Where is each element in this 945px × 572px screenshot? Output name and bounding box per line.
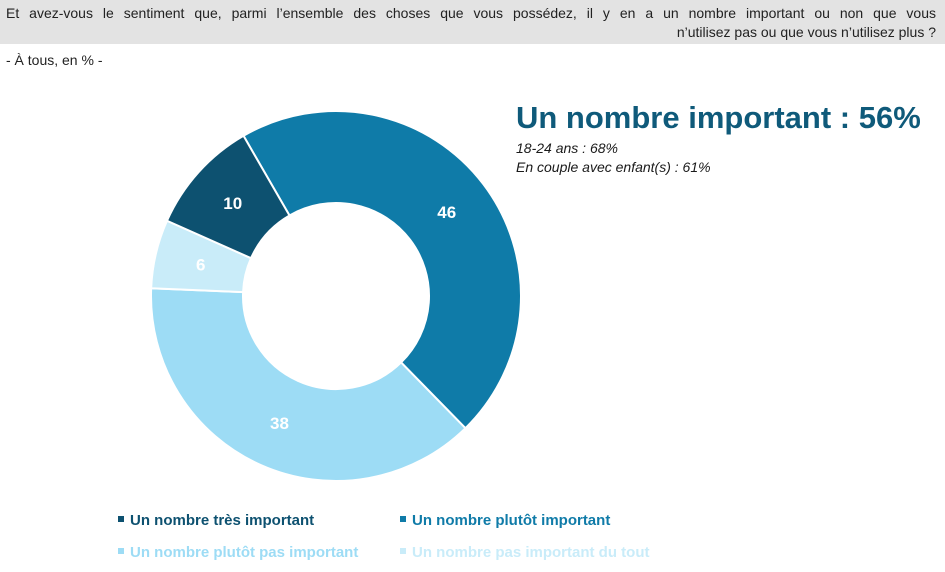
legend-marker (400, 516, 406, 523)
legend-item-plutot-important: Un nombre plutôt important (400, 512, 610, 529)
detail-couple: En couple avec enfant(s) : 61% (516, 159, 711, 175)
legend-label: Un nombre très important (130, 512, 315, 529)
donut-slice-3 (165, 134, 291, 260)
legend-label: Un nombre plutôt important (412, 512, 611, 529)
slice-label-2: 6 (196, 255, 205, 274)
donut-slice-0 (242, 110, 522, 430)
question-line-1: Et avez-vous le sentiment que, parmi l’e… (6, 5, 936, 21)
headline: Un nombre important : 56% (516, 100, 921, 135)
slice-label-1: 38 (270, 414, 289, 433)
donut-slice-1 (150, 287, 467, 482)
legend-label: Un nombre pas important du tout (412, 544, 650, 561)
legend-marker (118, 548, 124, 555)
question-banner (0, 0, 945, 44)
legend-item-plutot-pas-important: Un nombre plutôt pas important (118, 544, 358, 561)
legend-item-tres-important: Un nombre très important (118, 512, 314, 529)
legend-marker (118, 516, 124, 523)
question-text: Et avez-vous le sentiment que, parmi l’e… (6, 4, 936, 42)
slice-label-0: 46 (437, 203, 456, 222)
legend-label: Un nombre plutôt pas important (130, 544, 359, 561)
slice-label-3: 10 (223, 194, 242, 213)
question-line-2: n’utilisez pas ou que vous n’utilisez pl… (676, 24, 936, 40)
legend-marker (400, 548, 406, 555)
legend-item-pas-important-du-tout: Un nombre pas important du tout (400, 544, 650, 561)
subtitle: - À tous, en % - (6, 52, 103, 68)
detail-age: 18-24 ans : 68% (516, 140, 618, 156)
